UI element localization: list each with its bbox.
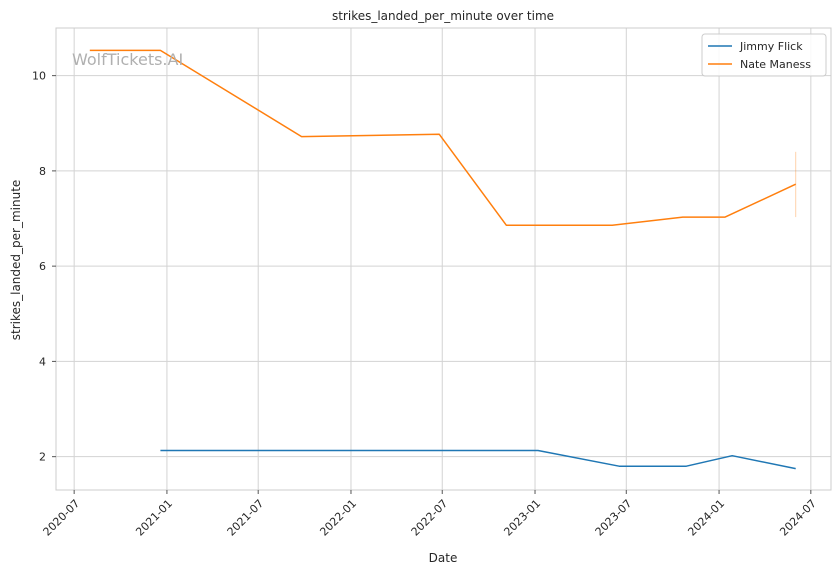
legend-box <box>701 33 827 77</box>
data-point-jimmy-flick <box>159 449 161 451</box>
y-tick-label: 4 <box>39 355 46 368</box>
x-tick-label: 2024-07 <box>777 497 819 539</box>
x-axis-title: Date <box>429 551 458 565</box>
data-point-nate-maness <box>724 216 726 218</box>
x-tick-label: 2022-07 <box>409 497 451 539</box>
y-tick-label: 10 <box>32 70 46 83</box>
data-point-jimmy-flick <box>685 465 687 467</box>
data-point-nate-maness <box>300 135 302 137</box>
series-line-nate-maness <box>89 49 797 226</box>
series-layer <box>89 49 797 470</box>
x-tick-label: 2023-07 <box>593 497 635 539</box>
chart-title: strikes_landed_per_minute over time <box>332 9 554 23</box>
y-axis-title: strikes_landed_per_minute <box>9 180 23 341</box>
data-point-nate-maness <box>611 224 613 226</box>
x-tick-label: 2022-01 <box>317 497 359 539</box>
watermark-text: WolfTickets.AI <box>72 50 183 69</box>
series-line-jimmy-flick <box>160 449 796 470</box>
x-tick-label: 2021-07 <box>225 497 267 539</box>
data-point-jimmy-flick <box>731 455 733 457</box>
y-tick-label: 8 <box>39 165 46 178</box>
x-tick-label: 2024-01 <box>685 497 727 539</box>
legend-label-nate-maness: Nate Maness <box>740 58 811 71</box>
x-tick-label: 2023-01 <box>501 497 543 539</box>
y-tick-label: 6 <box>39 260 46 273</box>
x-tick-label: 2021-01 <box>133 497 175 539</box>
plot-frame <box>55 27 832 491</box>
legend-label-jimmy-flick: Jimmy Flick <box>739 40 803 53</box>
data-point-nate-maness <box>438 133 440 135</box>
x-tick-label: 2020-07 <box>41 497 83 539</box>
y-tick-label: 2 <box>39 451 46 464</box>
grid <box>56 28 831 490</box>
data-point-jimmy-flick <box>795 467 797 469</box>
data-point-nate-maness <box>795 183 797 185</box>
data-point-jimmy-flick <box>618 465 620 467</box>
data-point-nate-maness <box>682 216 684 218</box>
tick-labels: 2020-07 2021-01 2021-07 2022-01 2022-07 2023-… <box>32 70 819 539</box>
data-point-jimmy-flick <box>537 449 539 451</box>
data-point-nate-maness <box>505 224 507 226</box>
legend: Jimmy Flick Nate Maness <box>701 33 827 77</box>
